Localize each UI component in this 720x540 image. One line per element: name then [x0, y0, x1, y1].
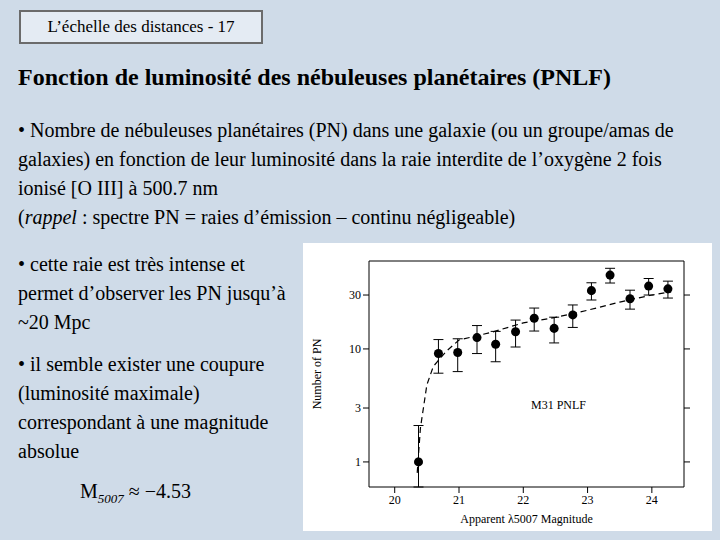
html-text:L’échelle des distances - 17: L’échelle des distances - 17	[47, 17, 235, 36]
html-text:• cette raie est très intense: • cette raie est très intense et permet …	[18, 253, 286, 333]
html-text:• Nombre de nébuleuses planéta: • Nombre de nébuleuses planétaires (PN) …	[18, 119, 674, 199]
svg-text:20: 20	[389, 493, 401, 507]
svg-text:10: 10	[349, 342, 361, 356]
html-text:(rappel: spectre PN = raies d’: (rappel: spectre PN = raies d’émission –…	[18, 206, 516, 228]
svg-text:1: 1	[355, 455, 361, 469]
html-text:Fonction de luminosité des néb: Fonction de luminosité des nébuleuses pl…	[18, 64, 611, 90]
svg-text:Number of PN: Number of PN	[310, 338, 324, 409]
svg-text:Apparent λ5007 Magnitude: Apparent λ5007 Magnitude	[460, 512, 592, 526]
svg-text:3: 3	[355, 401, 361, 415]
svg-text:30: 30	[349, 288, 361, 302]
svg-text:24: 24	[646, 493, 658, 507]
svg-text:21: 21	[453, 493, 465, 507]
svg-text:22: 22	[517, 493, 529, 507]
html-text:M31 PNLF: M31 PNLF	[531, 398, 586, 412]
html-text:M5007≈ −4.53: M5007≈ −4.53	[80, 480, 192, 506]
html-text:• il semble exister une coupur: • il semble exister une coupure (luminos…	[18, 353, 269, 462]
svg-text:23: 23	[582, 493, 594, 507]
